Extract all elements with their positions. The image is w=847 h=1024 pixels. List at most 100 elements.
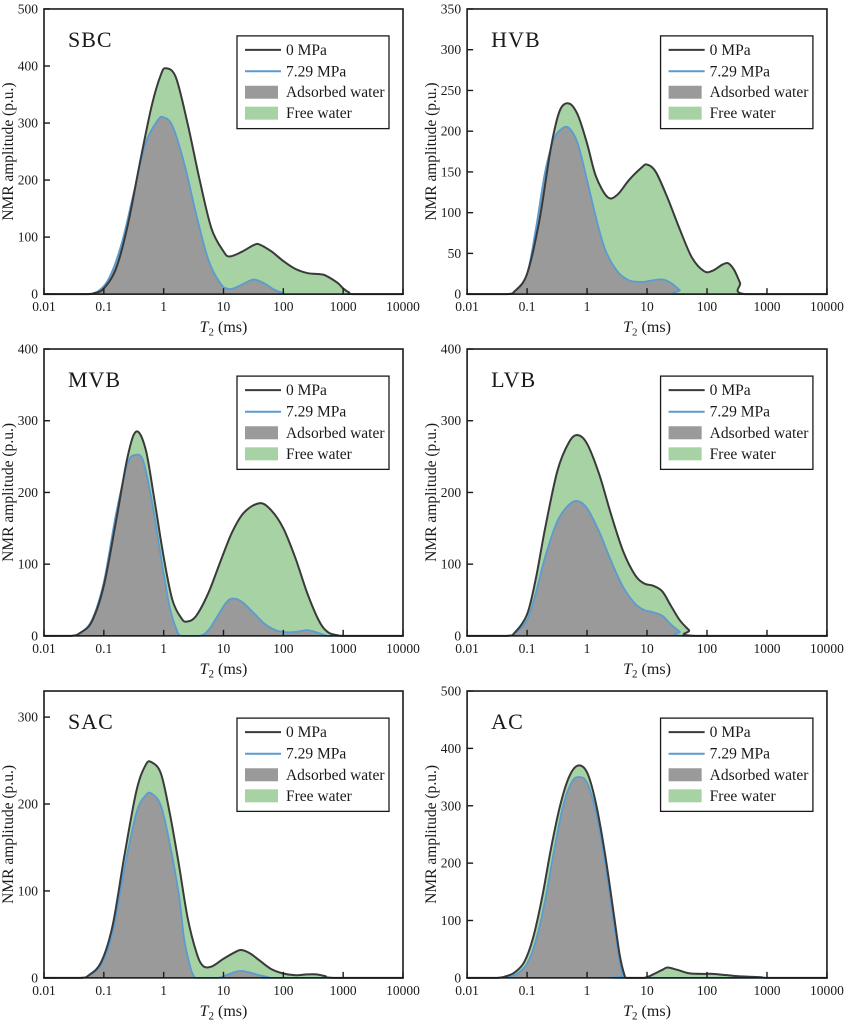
x-tick-label: 10 (640, 641, 654, 656)
y-axis-title: NMR amplitude (p.u.) (0, 82, 17, 220)
y-tick-label: 300 (18, 116, 38, 131)
x-tick-label: 0.01 (32, 641, 56, 656)
y-tick-label: 400 (18, 342, 38, 357)
y-tick-label: 300 (18, 710, 38, 725)
y-tick-label: 250 (441, 83, 462, 98)
x-tick-label: 100 (697, 983, 718, 998)
legend-label: Free water (710, 105, 777, 122)
y-tick-label: 100 (18, 883, 38, 898)
chart-sac: 0 100 200 300 0.01 0.1 1 10 100 1000 10000 NMR ampl… (0, 690, 420, 1023)
y-tick-label: 0 (454, 287, 461, 302)
legend-label: Adsorbed water (710, 84, 810, 101)
x-tick-label: 1 (160, 299, 167, 314)
x-tick-label: 1 (584, 983, 591, 998)
x-tick-label: 10000 (386, 983, 420, 998)
legend-label: 0 MPa (286, 724, 327, 741)
x-tick-label: 0.01 (455, 983, 479, 998)
legend-swatch-adsorbed-water (245, 85, 278, 99)
curve-0mpa (466, 764, 828, 979)
legend-swatch-free-water (245, 447, 278, 461)
y-axis-title: NMR amplitude (p.u.) (423, 82, 440, 220)
legend: 0 MPa 7.29 MPa Adsorbed water Free water (236, 375, 390, 471)
x-tick-label: 1 (584, 299, 591, 314)
y-axis-title: NMR amplitude (p.u.) (0, 423, 17, 562)
y-tick-label: 500 (441, 684, 462, 699)
y-tick-label: 100 (441, 205, 462, 220)
y-tick-label: 200 (18, 173, 38, 188)
x-tick-label: 10000 (386, 299, 420, 314)
fill-adsorbed-water (467, 777, 827, 978)
panel-title: LVB (491, 367, 536, 392)
legend-label: Adsorbed water (710, 767, 810, 784)
legend: 0 MPa 7.29 MPa Adsorbed water Free water (659, 717, 814, 813)
fill-free-water (467, 103, 827, 295)
y-tick-label: 300 (441, 413, 462, 428)
fill-adsorbed-water (467, 500, 827, 636)
legend: 0 MPa 7.29 MPa Adsorbed water Free water (659, 375, 814, 471)
legend-swatch-adsorbed-water (245, 426, 278, 440)
x-tick-label: 10 (217, 641, 231, 656)
x-tick-label: 10 (217, 299, 231, 314)
y-tick-label: 300 (18, 413, 38, 428)
y-axis-title: NMR amplitude (p.u.) (423, 765, 440, 904)
x-tick-label: 0.1 (95, 641, 112, 656)
curve-0mpa (43, 760, 404, 979)
panel-mvb: 0 100 200 300 400 0.01 0.1 1 10 100 1000 10000 NMR a… (0, 340, 423, 682)
legend-label: Adsorbed water (286, 767, 385, 784)
x-tick-label: 1000 (753, 299, 780, 314)
panel-title: SBC (68, 27, 113, 52)
x-tick-label: 10000 (810, 299, 844, 314)
y-tick-label: 0 (31, 628, 38, 643)
x-tick-label: 1000 (330, 983, 357, 998)
curve-0mpa (466, 434, 828, 637)
x-tick-label: 0.1 (95, 983, 112, 998)
x-tick-label: 10 (640, 299, 654, 314)
y-tick-label: 100 (18, 230, 38, 245)
y-tick-label: 200 (18, 485, 38, 500)
x-tick-label: 0.01 (32, 983, 56, 998)
y-tick-label: 100 (18, 557, 38, 572)
x-tick-label: 100 (273, 641, 293, 656)
legend-label: Adsorbed water (286, 84, 385, 101)
panel-title: AC (491, 709, 524, 734)
chart-lvb: 0 100 200 300 400 0.01 0.1 1 10 100 1000 10000 NMR a… (423, 342, 844, 681)
x-tick-label: 0.01 (455, 299, 479, 314)
curve-7-29mpa (466, 776, 828, 979)
legend-swatch-adsorbed-water (668, 85, 702, 99)
y-tick-label: 500 (18, 1, 38, 16)
legend-label: 0 MPa (710, 382, 751, 399)
panel-lvb: 0 100 200 300 400 0.01 0.1 1 10 100 1000 10000 NMR a… (423, 340, 847, 682)
x-tick-label: 100 (697, 299, 718, 314)
legend: 0 MPa 7.29 MPa Adsorbed water Free water (236, 717, 390, 813)
legend-label: Free water (286, 788, 353, 805)
x-tick-label: 1000 (753, 641, 780, 656)
legend-label: Free water (710, 446, 777, 463)
legend: 0 MPa 7.29 MPa Adsorbed water Free water (659, 35, 814, 130)
x-tick-label: 10 (640, 983, 654, 998)
x-axis-title: T2 (ms) (200, 661, 248, 681)
legend-swatch-free-water (668, 106, 702, 120)
curve-0mpa (43, 67, 404, 296)
y-tick-label: 150 (441, 164, 462, 179)
curve-7-29mpa (43, 115, 404, 296)
legend-label: 0 MPa (286, 42, 327, 59)
curve-7-29mpa (466, 125, 828, 296)
x-tick-label: 0.1 (519, 983, 536, 998)
chart-sbc: 0 100 200 300 400 500 0.01 0.1 1 10 100 1000 10000 NM… (0, 1, 420, 338)
x-tick-label: 1 (584, 641, 591, 656)
legend-label: 0 MPa (286, 382, 327, 399)
x-tick-label: 0.01 (455, 641, 479, 656)
x-tick-label: 100 (697, 641, 718, 656)
x-axis-title: T2 (ms) (623, 661, 671, 681)
y-tick-label: 100 (441, 557, 462, 572)
legend-label: 0 MPa (710, 724, 751, 741)
y-tick-label: 400 (441, 342, 462, 357)
legend-swatch-free-water (668, 447, 702, 461)
x-axis-title: T2 (ms) (623, 1003, 671, 1023)
x-axis-title: T2 (ms) (200, 1003, 248, 1023)
y-tick-label: 200 (18, 797, 38, 812)
y-axis-title: NMR amplitude (p.u.) (423, 423, 440, 562)
panel-title: MVB (68, 367, 121, 392)
legend-label: 7.29 MPa (286, 404, 346, 421)
